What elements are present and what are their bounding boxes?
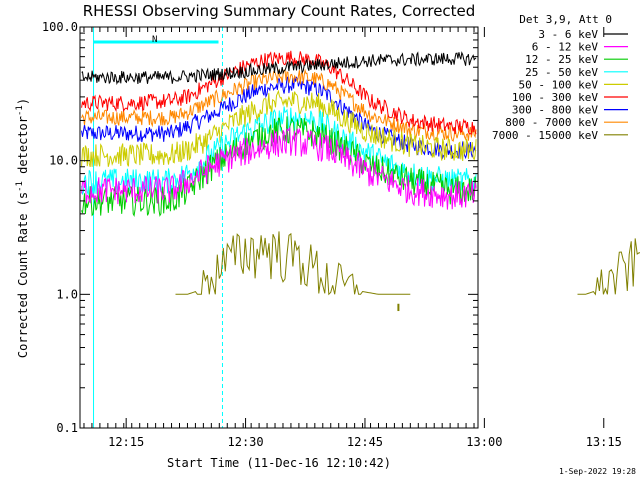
y-axis-label: Corrected Count Rate (s-1 detector-1) bbox=[15, 98, 30, 358]
series-12-25-kev bbox=[81, 116, 477, 218]
legend-label: 7000 - 15000 keV bbox=[492, 129, 598, 142]
series-layer bbox=[81, 50, 640, 312]
series-6-12-kev bbox=[81, 127, 477, 210]
series-path-olive bbox=[175, 231, 640, 296]
chart-title: RHESSI Observing Summary Count Rates, Co… bbox=[83, 2, 476, 20]
x-tick-label: 13:15 bbox=[586, 435, 622, 449]
legend-label: 12 - 25 keV bbox=[525, 53, 598, 66]
series-path-0 bbox=[81, 51, 477, 86]
series-50-100-kev bbox=[81, 89, 477, 167]
y-tick-label: 100.0 bbox=[42, 20, 78, 34]
legend-label: 3 - 6 keV bbox=[538, 28, 598, 41]
legend-label: 50 - 100 keV bbox=[519, 78, 599, 91]
series-path-4 bbox=[81, 89, 477, 167]
series-3-6-kev bbox=[81, 51, 477, 86]
x-tick-label: 12:30 bbox=[228, 435, 264, 449]
y-ticks: 0.1 1.0 10.0 100.0 bbox=[42, 20, 478, 435]
plot-frame bbox=[79, 26, 479, 429]
series-path-1 bbox=[81, 127, 477, 210]
legend-label: 6 - 12 keV bbox=[532, 41, 599, 54]
legend-label: 100 - 300 keV bbox=[512, 91, 598, 104]
annotation-n: N bbox=[152, 35, 157, 45]
x-tick-label: 12:45 bbox=[347, 435, 383, 449]
series-100-300-kev bbox=[81, 50, 477, 135]
x-axis-label: Start Time (11-Dec-16 12:10:42) bbox=[167, 456, 391, 470]
y-tick-label: 1.0 bbox=[56, 287, 78, 301]
legend-header: Det 3,9, Att 0 bbox=[519, 13, 612, 26]
y-tick-label: 0.1 bbox=[56, 421, 78, 435]
axes bbox=[79, 26, 479, 429]
legend-label: 300 - 800 keV bbox=[512, 104, 598, 117]
x-tick-label: 12:15 bbox=[108, 435, 144, 449]
timestamp: 1-Sep-2022 19:28 bbox=[559, 467, 636, 476]
x-tick-label: 13:00 bbox=[466, 435, 502, 449]
legend-label: 25 - 50 keV bbox=[525, 66, 598, 79]
series-7000-15000-kev bbox=[175, 231, 640, 312]
y-tick-label: 10.0 bbox=[49, 154, 78, 168]
series-path-2 bbox=[81, 116, 477, 218]
legend-label: 800 - 7000 keV bbox=[505, 116, 598, 129]
series-path-5 bbox=[81, 50, 477, 135]
